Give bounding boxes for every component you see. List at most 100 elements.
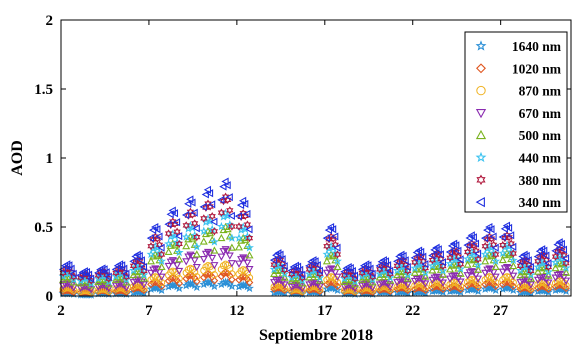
data-point: [205, 189, 214, 198]
data-point: [333, 243, 341, 252]
data-point: [234, 212, 243, 221]
data-point: [81, 286, 89, 295]
data-point: [135, 284, 144, 292]
data-point: [157, 273, 166, 281]
data-point: [491, 285, 501, 294]
data-point: [323, 242, 331, 251]
data-point: [526, 262, 534, 272]
data-point: [199, 255, 208, 264]
data-point: [467, 268, 476, 276]
data-point: [82, 267, 91, 277]
y-tick-label: 0.5: [34, 220, 53, 236]
data-point: [223, 181, 231, 190]
data-point: [219, 262, 228, 270]
legend-entry: 380 nm: [519, 173, 562, 188]
data-point: [544, 267, 553, 276]
data-point: [186, 195, 194, 204]
data-point: [102, 268, 110, 277]
data-point: [315, 273, 325, 282]
data-point: [174, 232, 183, 241]
data-point: [492, 250, 500, 259]
data-point: [157, 250, 166, 259]
data-point: [515, 265, 525, 275]
data-point: [315, 266, 323, 275]
data-point: [173, 227, 181, 236]
x-axis-label: Septiembre 2018: [259, 327, 373, 344]
data-point: [410, 263, 420, 272]
data-point: [243, 269, 252, 277]
data-point: [487, 234, 496, 243]
data-point: [174, 283, 184, 293]
data-point: [516, 257, 524, 266]
data-point: [498, 232, 506, 242]
data-point: [245, 225, 253, 234]
data-point: [235, 222, 243, 231]
data-point: [113, 273, 123, 281]
data-point: [208, 212, 216, 221]
data-point: [94, 268, 102, 277]
data-point: [428, 251, 436, 260]
data-point: [551, 246, 559, 255]
data-point: [561, 254, 570, 263]
data-point: [139, 274, 149, 282]
data-point: [245, 265, 254, 274]
data-point: [234, 260, 244, 268]
data-point: [434, 245, 442, 254]
data-point: [403, 270, 413, 279]
data-point: [69, 288, 78, 296]
data-point: [456, 255, 464, 264]
data-point: [175, 279, 184, 288]
data-point: [129, 257, 137, 266]
data-point: [209, 281, 219, 291]
data-marks: [58, 177, 571, 299]
data-point: [157, 285, 167, 294]
data-point: [298, 287, 306, 295]
data-point: [307, 270, 316, 278]
data-point: [399, 251, 407, 260]
data-point: [366, 264, 374, 273]
data-point: [200, 266, 208, 275]
data-point: [217, 195, 225, 204]
data-point: [489, 232, 497, 241]
data-point: [445, 265, 455, 273]
data-point: [133, 283, 142, 292]
data-point: [216, 221, 226, 231]
data-point: [234, 233, 244, 242]
data-point: [411, 281, 419, 290]
data-point: [210, 246, 219, 254]
data-point: [199, 273, 208, 282]
data-point: [333, 256, 342, 265]
data-point: [454, 246, 462, 255]
data-point: [315, 283, 324, 291]
data-point: [427, 261, 437, 270]
legend-entry: 1640 nm: [512, 39, 562, 54]
data-point: [175, 239, 183, 249]
data-point: [467, 279, 476, 288]
data-point: [471, 239, 480, 248]
data-point: [221, 246, 230, 254]
data-point: [182, 274, 191, 283]
data-point: [380, 285, 388, 293]
data-point: [199, 226, 209, 235]
data-point: [269, 256, 278, 265]
data-point: [104, 285, 113, 293]
data-point: [522, 251, 530, 260]
legend-marker: [475, 40, 487, 51]
data-point: [524, 256, 532, 265]
data-point: [153, 225, 161, 234]
data-point: [164, 277, 173, 285]
data-point: [544, 259, 552, 268]
data-point: [188, 198, 196, 207]
data-point: [87, 286, 96, 294]
data-point: [350, 285, 360, 293]
data-point: [164, 229, 173, 238]
data-point: [122, 288, 131, 296]
data-point: [206, 202, 214, 211]
data-point: [192, 263, 201, 272]
data-point: [522, 284, 531, 292]
data-point: [562, 277, 571, 285]
data-point: [419, 252, 427, 261]
data-point: [403, 274, 412, 282]
data-point: [498, 248, 508, 257]
